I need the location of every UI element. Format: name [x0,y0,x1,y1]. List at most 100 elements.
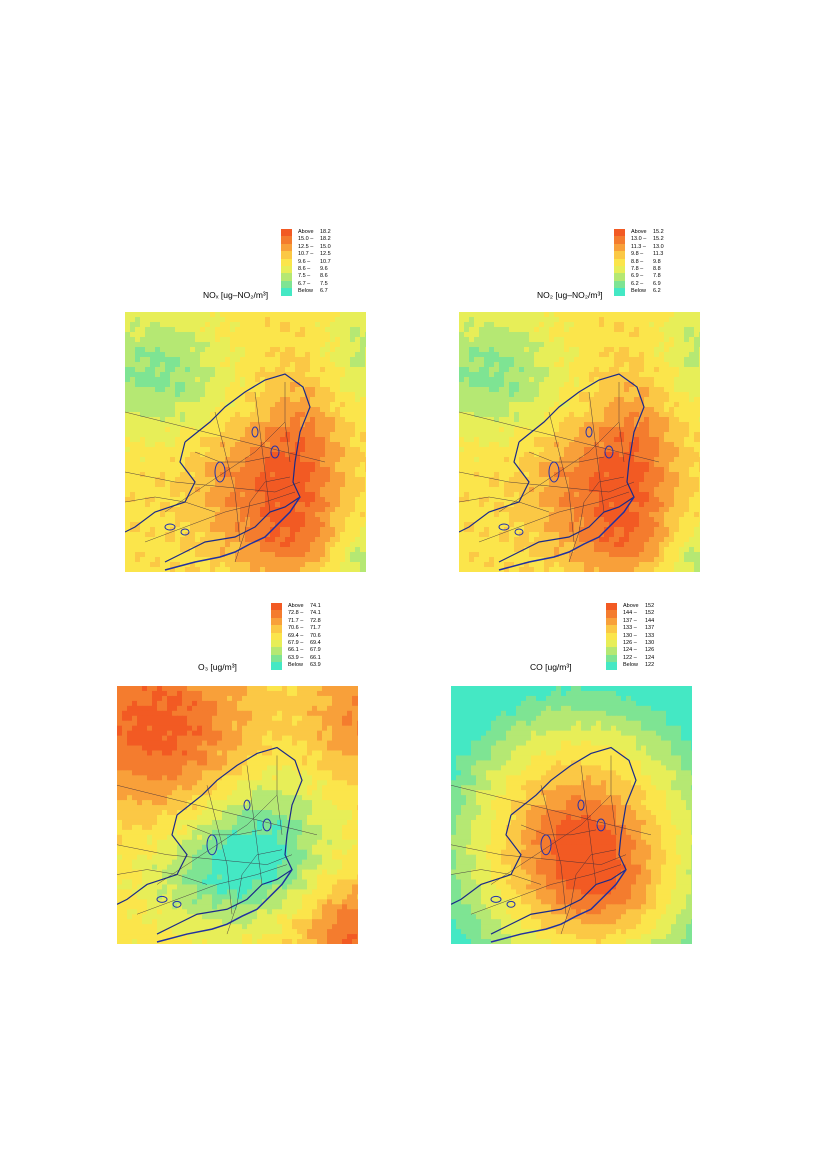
legend-range-end: 15.0 [320,243,331,250]
legend-range-end: 15.2 [653,236,664,243]
legend-range-end: 70.6 [310,632,321,639]
southern-coastline [490,869,627,943]
legend-range-start: 8.8 – [631,258,644,265]
lake [596,818,606,832]
legend-range-start: 130 – [623,632,637,639]
legend-range-end: 8.8 [653,265,661,272]
legend-range-start: 8.6 – [298,265,311,272]
legend-range-start: Above [623,603,639,609]
legend-range-end: 15.2 [653,229,664,235]
legend-swatch [281,265,292,274]
legend-range-end: 71.7 [310,625,321,632]
map-title-no2: NO₂ [ug–NO₂/m³] [537,290,603,300]
legend-range-end: 18.2 [320,236,331,243]
lake [604,445,614,459]
legend-range-start: Above [631,229,647,235]
legend-range-start: 124 – [623,647,637,654]
concentration-map-co [451,686,692,944]
legend-range-end: 126 [645,647,655,654]
lake [156,895,168,903]
legend-swatch [281,243,292,252]
legend-range-end: 8.6 [320,273,328,280]
legend-swatch [614,243,625,252]
legend-range-end: 72.8 [310,617,321,624]
lake [270,445,280,459]
legend-swatch [606,654,617,663]
legend-swatch [271,625,282,633]
legend-swatch [606,617,617,626]
legend-swatch [281,236,292,244]
legend-range-start: Below [623,662,638,669]
legend-range-start: 70.6 – [288,625,304,632]
legend-range-start: 9.8 – [631,251,644,258]
legend-swatch [271,662,282,670]
legend-range-end: 12.5 [320,251,331,258]
legend-range-end: 7.8 [653,273,661,280]
road-network [117,755,318,935]
legend-range-end: 6.2 [653,288,661,295]
lake [514,528,524,536]
road-network [459,382,660,563]
road-network [125,382,326,563]
legend-swatch [271,639,282,648]
lake [164,523,176,531]
southern-coastline [164,496,301,571]
legend-swatch [614,229,625,237]
legend-range-end: 130 [645,639,655,646]
legend-swatch [614,288,625,296]
legend-swatch [606,603,617,611]
lake [251,426,259,438]
legend-range-end: 63.9 [310,662,321,669]
legend-range-end: 9.8 [653,258,661,265]
southern-coastline [156,869,293,943]
legend-swatch [281,273,292,281]
concentration-grid [117,686,358,944]
legend-range-end: 6.9 [653,280,661,287]
legend-swatch [271,617,282,626]
legend-range-start: 6.7 – [298,280,311,287]
legend-range-end: 66.1 [310,654,321,661]
legend-range-start: 15.0 – [298,236,314,243]
lake [214,461,226,483]
legend-swatch [281,258,292,266]
legend-swatch [281,251,292,259]
legend-range-end: 6.7 [320,288,328,295]
legend-range-end: 74.1 [310,603,321,609]
legend-range-end: 13.0 [653,243,664,250]
legend-range-start: 6.2 – [631,280,644,287]
legend-range-end: 137 [645,625,655,632]
legend-range-start: 7.8 – [631,265,644,272]
legend-range-end: 9.6 [320,265,328,272]
legend-range-start: Above [298,229,314,235]
map-title-nox: NOₓ [ug–NO₂/m³] [203,290,269,300]
legend-swatch [606,610,617,618]
legend-range-end: 152 [645,610,655,617]
lake [540,834,552,856]
legend-swatch [614,273,625,281]
legend-range-start: 137 – [623,617,637,624]
legend-range-end: 144 [645,617,655,624]
legend-range-start: Above [288,603,304,609]
lake [585,426,593,438]
legend-range-end: 69.4 [310,639,321,646]
legend-swatch [614,251,625,259]
legend-range-end: 11.3 [653,251,664,258]
concentration-map-no2 [459,312,700,572]
concentration-map-nox [125,312,366,572]
legend-swatch [606,639,617,648]
lake [506,900,516,908]
legend-swatch [271,610,282,618]
legend-range-start: 69.4 – [288,632,304,639]
legend-range-end: 122 [645,662,655,669]
road-network [451,755,652,935]
legend-range-start: 10.7 – [298,251,314,258]
legend-swatch [614,258,625,266]
legend-swatch [281,280,292,289]
legend-range-end: 74.1 [310,610,321,617]
lake [548,461,560,483]
lake [172,900,182,908]
legend-range-end: 67.9 [310,647,321,654]
legend-swatch [271,654,282,663]
legend-range-start: Below [288,662,303,669]
legend-range-end: 10.7 [320,258,331,265]
